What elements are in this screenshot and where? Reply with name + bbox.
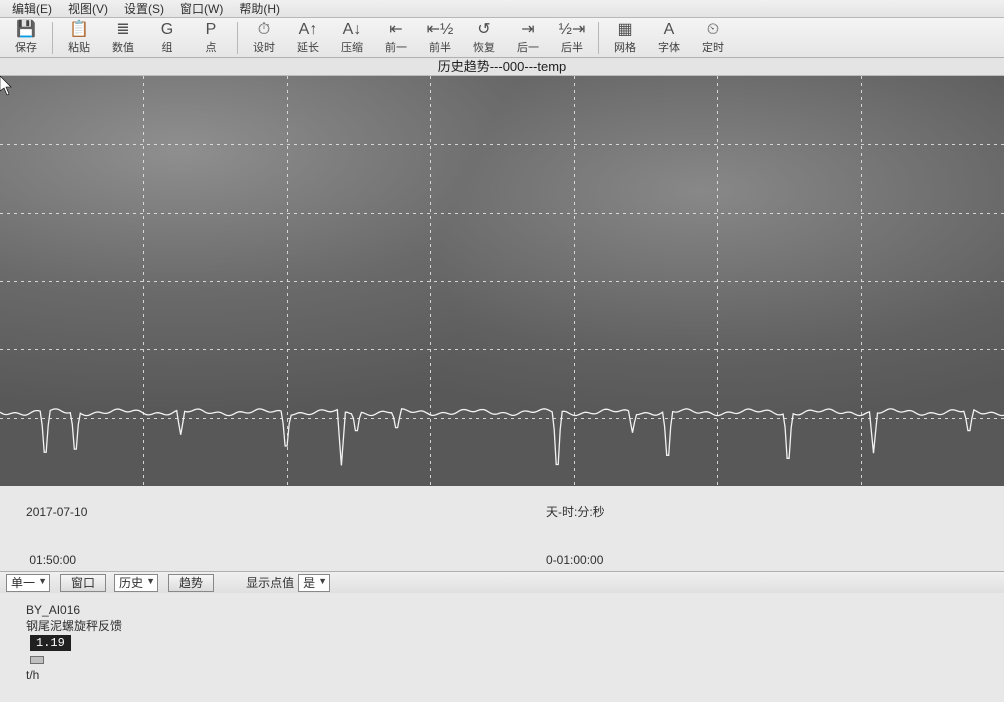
tag-unit: t/h	[26, 668, 39, 682]
menu-edit[interactable]: 编辑(E)	[4, 0, 60, 17]
span-label: 天-时:分:秒	[546, 505, 605, 519]
paste-button[interactable]: 📋粘贴	[57, 19, 101, 57]
save-button[interactable]: 💾保存	[4, 19, 48, 57]
prev-button[interactable]: ⇤前一	[374, 19, 418, 57]
settime-button-icon: ⏱	[258, 21, 270, 39]
extend-button-label: 延长	[297, 39, 319, 55]
window-button[interactable]: 窗口	[60, 574, 106, 592]
trend-button[interactable]: 趋势	[168, 574, 214, 592]
prevhalf-button-label: 前半	[429, 39, 451, 55]
mode-combo[interactable]: 单一	[6, 574, 50, 592]
timer-button-label: 定时	[702, 39, 724, 55]
extend-button-icon: A↑	[299, 21, 318, 39]
chart-title: 历史趋势---000---temp	[0, 58, 1004, 76]
point-button-icon: P	[206, 21, 217, 39]
toolbar-separator	[598, 22, 599, 54]
font-button-icon: A	[664, 21, 675, 39]
menu-view[interactable]: 视图(V)	[60, 0, 116, 17]
save-button-label: 保存	[15, 39, 37, 55]
font-button-label: 字体	[658, 39, 680, 55]
menu-help[interactable]: 帮助(H)	[231, 0, 288, 17]
restore-button-label: 恢复	[473, 39, 495, 55]
grid-button-label: 网格	[614, 39, 636, 55]
group-button-icon: G	[161, 21, 173, 39]
font-button[interactable]: A字体	[647, 19, 691, 57]
toolbar-separator	[52, 22, 53, 54]
menu-window[interactable]: 窗口(W)	[172, 0, 231, 17]
group-button-label: 组	[162, 39, 173, 55]
save-button-icon: 💾	[16, 21, 36, 39]
values-button-icon: ≣	[116, 21, 129, 39]
trend-chart-svg	[0, 76, 1004, 486]
toolbar-separator	[237, 22, 238, 54]
span-value: 0-01:00:00	[546, 553, 603, 567]
timestamp-date: 2017-07-10	[26, 505, 87, 519]
settime-button-label: 设时	[253, 39, 275, 55]
grid-button[interactable]: ▦网格	[603, 19, 647, 57]
series-color-swatch	[30, 656, 44, 664]
nexthalf-button-label: 后半	[561, 39, 583, 55]
point-button[interactable]: P点	[189, 19, 233, 57]
trend-chart[interactable]	[0, 76, 1004, 486]
menu-settings[interactable]: 设置(S)	[116, 0, 172, 17]
menu-bar: 编辑(E) 视图(V) 设置(S) 窗口(W) 帮助(H)	[0, 0, 1004, 18]
values-button[interactable]: ≣数值	[101, 19, 145, 57]
timer-button-icon: ⏲	[707, 21, 719, 39]
group-button[interactable]: G组	[145, 19, 189, 57]
show-values-combo[interactable]: 是	[298, 574, 330, 592]
tag-value: 1.19	[30, 635, 71, 651]
grid-button-icon: ▦	[617, 21, 632, 39]
toolbar: 💾保存📋粘贴≣数值G组P点⏱设时A↑延长A↓压缩⇤前一⇤½前半↺恢复⇥后一½⇥后…	[0, 18, 1004, 58]
next-button[interactable]: ⇥后一	[506, 19, 550, 57]
settime-button[interactable]: ⏱设时	[242, 19, 286, 57]
compress-button-label: 压缩	[341, 39, 363, 55]
timer-button[interactable]: ⏲定时	[691, 19, 735, 57]
timestamp-time: 01:50:00	[26, 553, 76, 567]
compress-button-icon: A↓	[343, 21, 362, 39]
next-button-label: 后一	[517, 39, 539, 55]
tag-desc: 钢尾泥螺旋秤反馈	[26, 619, 122, 633]
point-button-label: 点	[206, 39, 217, 55]
chart-info-panel: 2017-07-10 天-时:分:秒 01:50:00 0-01:00:00 B…	[0, 486, 1004, 702]
restore-button[interactable]: ↺恢复	[462, 19, 506, 57]
nexthalf-button[interactable]: ½⇥后半	[550, 19, 594, 57]
prev-button-icon: ⇤	[389, 21, 402, 39]
compress-button[interactable]: A↓压缩	[330, 19, 374, 57]
restore-button-icon: ↺	[477, 21, 490, 39]
extend-button[interactable]: A↑延长	[286, 19, 330, 57]
show-values-label: 显示点值	[246, 574, 294, 591]
paste-button-label: 粘贴	[68, 39, 90, 55]
next-button-icon: ⇥	[521, 21, 534, 39]
nexthalf-button-icon: ½⇥	[559, 21, 586, 39]
values-button-label: 数值	[112, 39, 134, 55]
bottom-control-bar: 单一 窗口 历史 趋势 显示点值 是	[0, 571, 1004, 593]
tag-id: BY_AI016	[26, 603, 80, 617]
prevhalf-button-icon: ⇤½	[427, 21, 454, 39]
paste-button-icon: 📋	[69, 21, 89, 39]
source-combo[interactable]: 历史	[114, 574, 158, 592]
prevhalf-button[interactable]: ⇤½前半	[418, 19, 462, 57]
prev-button-label: 前一	[385, 39, 407, 55]
